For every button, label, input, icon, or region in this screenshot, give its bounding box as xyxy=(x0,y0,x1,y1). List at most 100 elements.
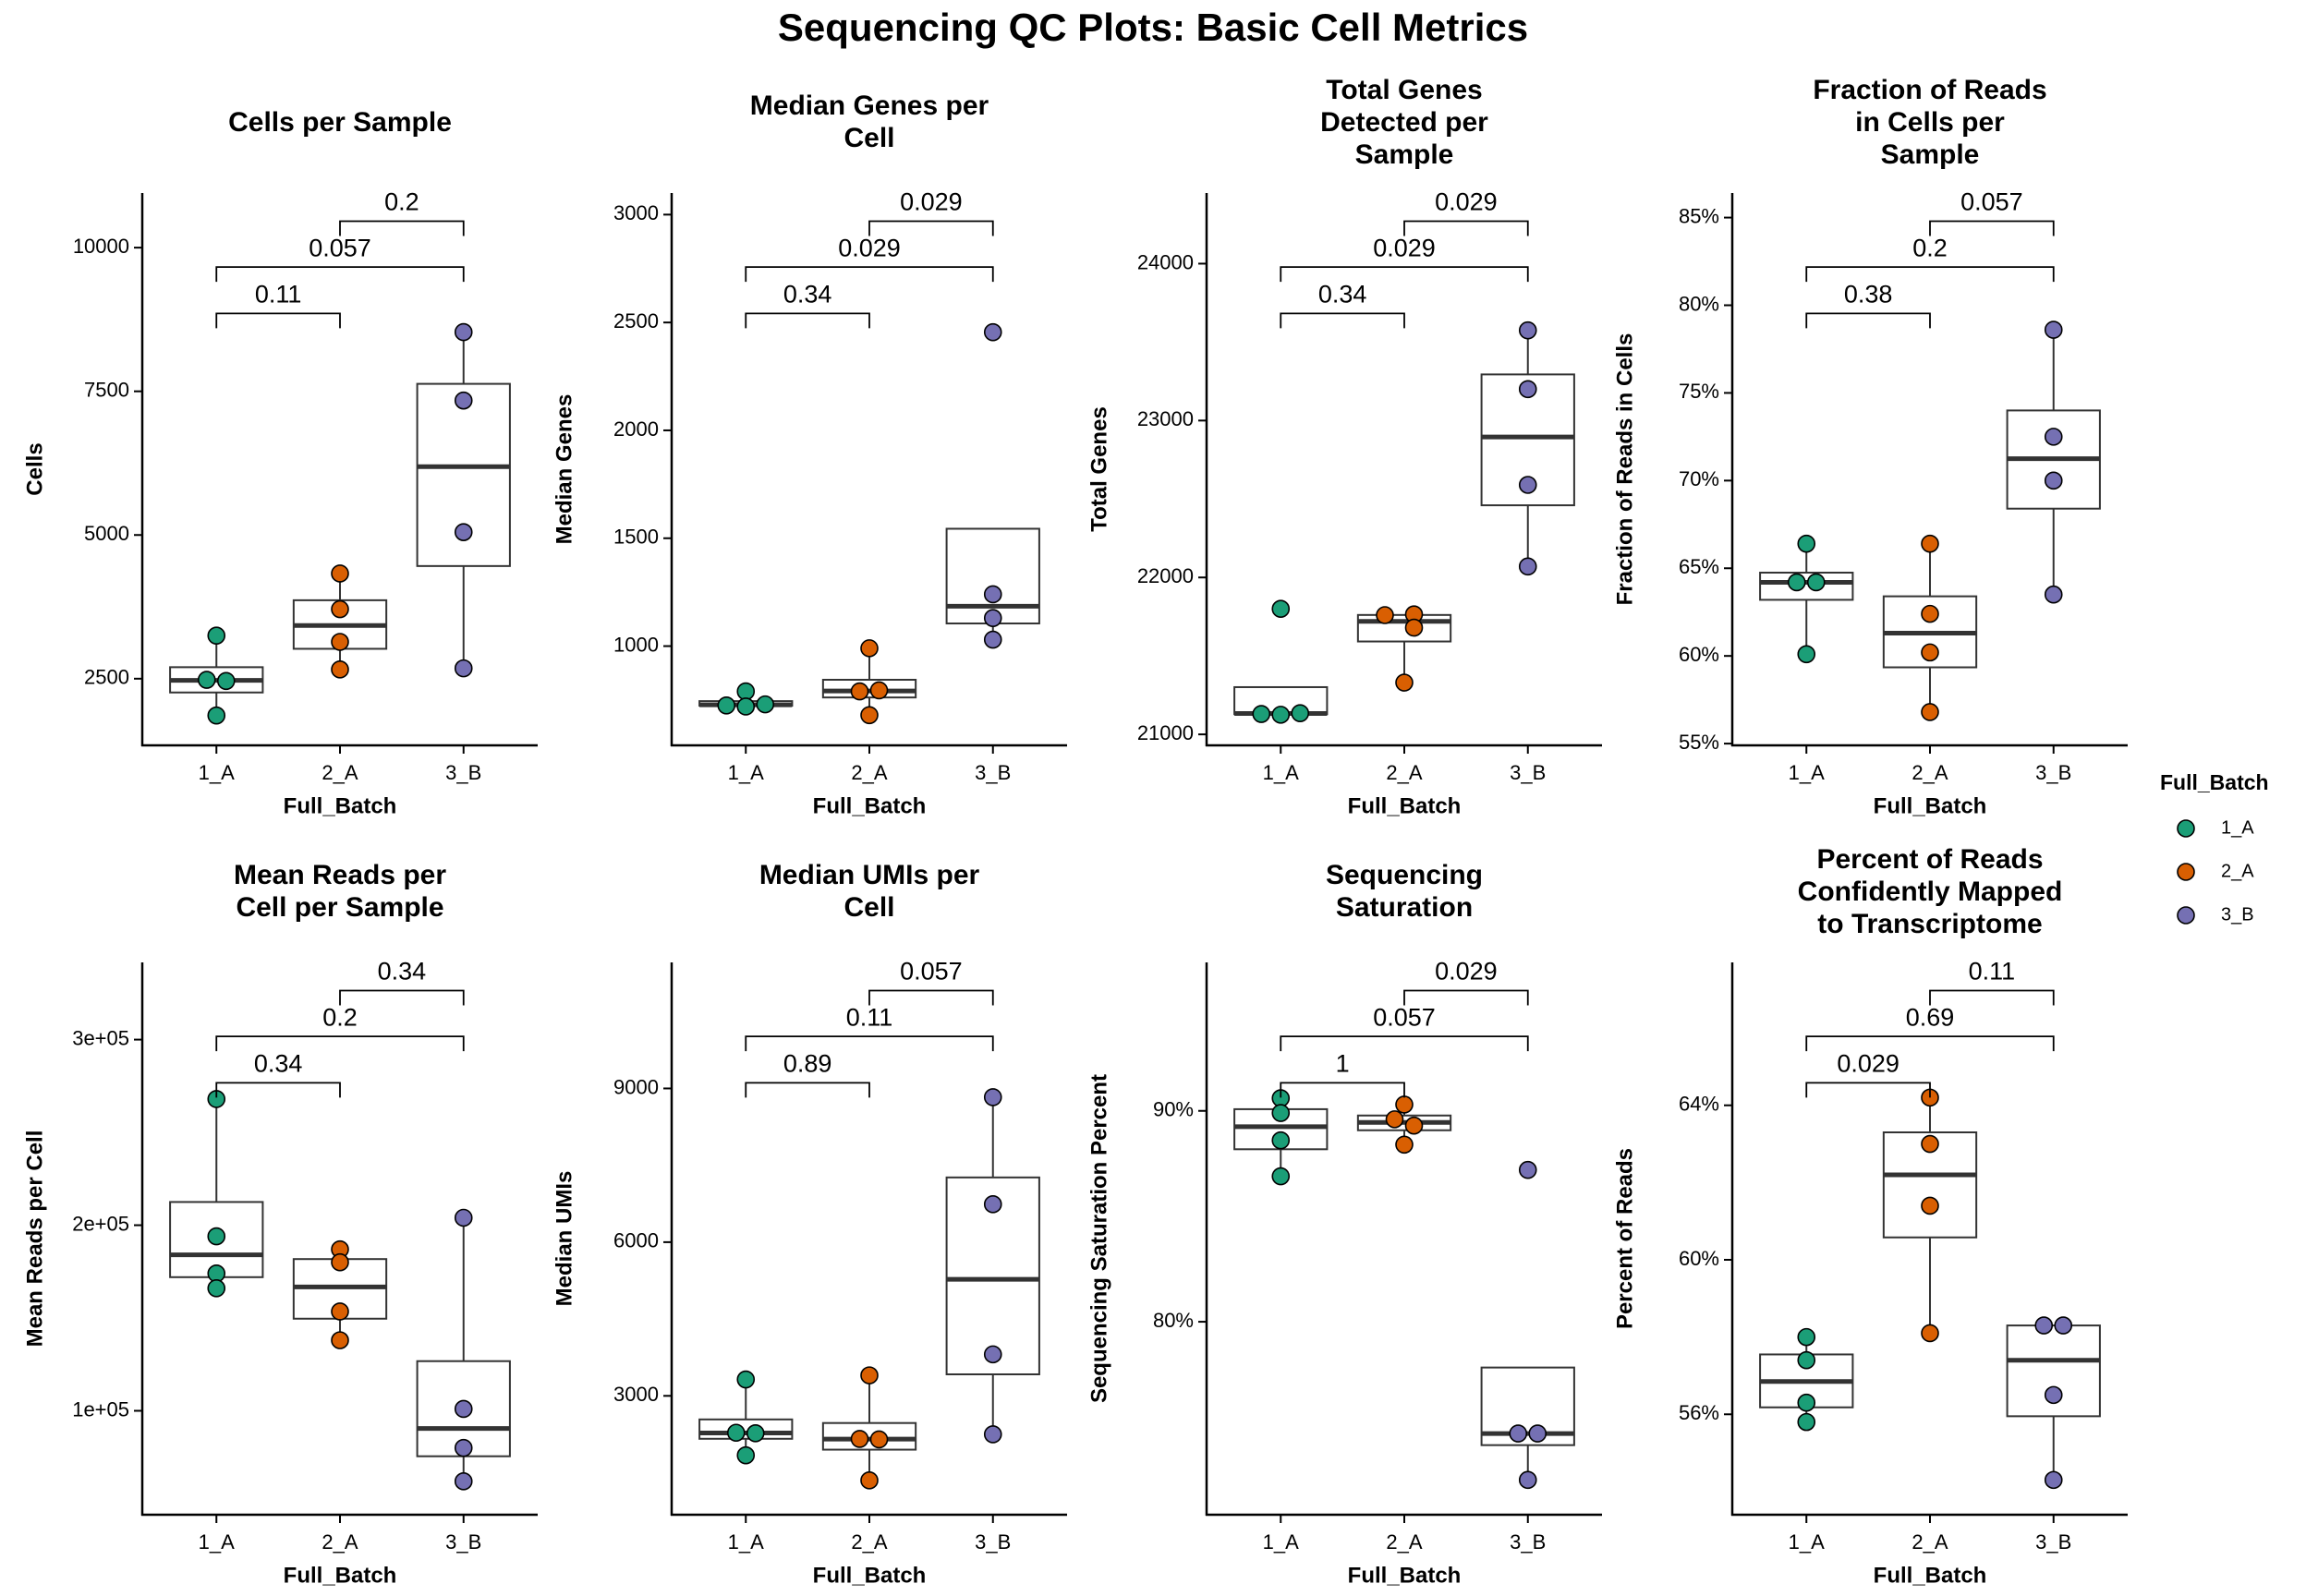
data-point xyxy=(736,1370,756,1389)
x-tick-label: 2_A xyxy=(1386,761,1422,784)
data-point xyxy=(1271,599,1291,618)
data-point xyxy=(197,671,216,689)
x-tick-label: 2_A xyxy=(322,1530,358,1554)
box xyxy=(1759,572,1854,601)
data-point xyxy=(850,682,869,701)
data-point xyxy=(2044,471,2063,490)
y-tick-label: 5000 xyxy=(84,522,129,545)
data-point xyxy=(1797,1350,1816,1370)
y-axis-label: Median UMIs xyxy=(552,1171,576,1307)
box xyxy=(821,678,917,699)
data-point xyxy=(1921,534,1939,553)
y-axis-label: Cells xyxy=(22,442,47,495)
data-point xyxy=(331,633,349,651)
data-point xyxy=(1271,706,1291,724)
y-tick-label: 60% xyxy=(1679,643,1719,666)
p-value-label: 0.38 xyxy=(1844,280,1893,308)
panel-title: Sequencing Saturation xyxy=(1325,860,1484,923)
legend-swatch xyxy=(2177,906,2195,925)
comparison-bracket xyxy=(745,312,870,329)
y-tick-label: 60% xyxy=(1679,1247,1719,1270)
y-tick-label: 55% xyxy=(1679,731,1719,754)
data-point xyxy=(756,695,775,714)
x-axis-label: Full_Batch xyxy=(1348,1563,1462,1588)
comparison-bracket xyxy=(868,989,994,1006)
x-axis-label: Full_Batch xyxy=(1874,793,1987,818)
data-point xyxy=(1271,1130,1291,1150)
x-axis-label: Full_Batch xyxy=(1348,793,1462,818)
data-point xyxy=(216,671,236,691)
comparison-bracket xyxy=(215,1035,465,1052)
panel-title: Percent of Reads Confidently Mapped to T… xyxy=(1797,843,2063,939)
data-point xyxy=(1395,1095,1414,1114)
y-axis-label: Sequencing Saturation Percent xyxy=(1086,1074,1111,1403)
data-point xyxy=(717,695,736,715)
data-point xyxy=(983,585,1002,604)
comparison-bracket xyxy=(745,1082,870,1098)
p-value-label: 0.029 xyxy=(1435,188,1498,216)
panel-title: Mean Reads per Cell per Sample xyxy=(233,860,447,923)
data-point xyxy=(207,1279,226,1298)
x-axis-label: Full_Batch xyxy=(813,1563,927,1588)
data-point xyxy=(2044,428,2063,446)
p-value-label: 1 xyxy=(1336,1049,1350,1077)
y-tick-label: 23000 xyxy=(1137,407,1194,430)
panel-title: Total Genes Detected per Sample xyxy=(1320,74,1488,170)
comparison-bracket xyxy=(1280,312,1405,329)
y-tick-label: 2000 xyxy=(613,417,659,441)
data-point xyxy=(331,1331,349,1349)
data-point xyxy=(860,639,879,658)
y-tick-label: 3000 xyxy=(613,1383,659,1406)
y-tick-label: 75% xyxy=(1679,380,1719,403)
data-point xyxy=(2034,1316,2054,1335)
y-tick-label: 3e+05 xyxy=(72,1026,129,1049)
data-point xyxy=(860,1366,879,1384)
comparison-bracket xyxy=(868,220,994,236)
data-point xyxy=(1252,705,1271,723)
x-tick-label: 1_A xyxy=(199,761,235,784)
p-value-label: 0.2 xyxy=(322,1003,358,1031)
data-point xyxy=(1797,1327,1816,1347)
comparison-bracket xyxy=(339,989,465,1006)
p-value-label: 0.2 xyxy=(384,188,419,216)
comparison-bracket xyxy=(1805,266,2055,283)
legend-label: 2_A xyxy=(2221,861,2254,881)
y-tick-label: 10000 xyxy=(73,235,129,258)
data-point xyxy=(1797,534,1816,553)
data-point xyxy=(736,682,756,701)
data-point xyxy=(1921,1134,1939,1154)
y-axis-label: Fraction of Reads in Cells xyxy=(1612,333,1637,606)
y-tick-label: 1000 xyxy=(613,633,659,656)
box xyxy=(1356,613,1452,643)
data-point xyxy=(1291,704,1310,722)
data-point xyxy=(726,1423,746,1443)
y-tick-label: 1e+05 xyxy=(72,1397,129,1421)
y-tick-label: 24000 xyxy=(1137,250,1194,273)
data-point xyxy=(1518,320,1537,340)
data-point xyxy=(736,1445,756,1465)
p-value-label: 0.029 xyxy=(900,188,963,216)
data-point xyxy=(860,706,879,725)
p-value-label: 0.029 xyxy=(838,234,901,261)
legend-label: 3_B xyxy=(2221,904,2254,925)
x-tick-label: 1_A xyxy=(728,1530,764,1554)
data-point xyxy=(454,322,473,342)
data-point xyxy=(983,1345,1002,1364)
p-value-label: 0.029 xyxy=(1435,958,1498,985)
x-tick-label: 3_B xyxy=(975,761,1011,784)
x-tick-label: 1_A xyxy=(199,1530,235,1554)
data-point xyxy=(1404,1116,1424,1135)
box xyxy=(698,1418,794,1440)
box xyxy=(821,1421,917,1451)
p-value-label: 0.057 xyxy=(309,234,371,261)
data-point xyxy=(331,1252,349,1272)
data-point xyxy=(860,1471,879,1490)
p-value-label: 0.057 xyxy=(1960,188,2023,216)
x-tick-label: 3_B xyxy=(1510,761,1546,784)
y-axis-label: Total Genes xyxy=(1086,406,1111,532)
data-point xyxy=(207,626,226,645)
x-tick-label: 2_A xyxy=(1912,1530,1948,1554)
comparison-bracket xyxy=(1929,989,2055,1006)
p-value-label: 0.029 xyxy=(1837,1049,1899,1077)
